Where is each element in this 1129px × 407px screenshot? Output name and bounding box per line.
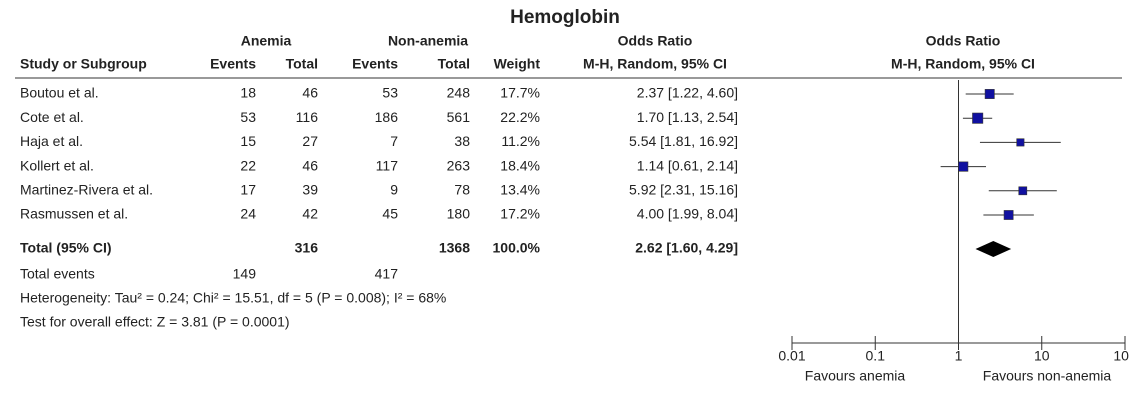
chart-title: Hemoglobin xyxy=(510,7,620,28)
study-name: Cote et al. xyxy=(20,109,84,125)
or-marker xyxy=(1016,138,1025,147)
study-name: Haja et al. xyxy=(20,133,83,149)
x-tick-label: 10 xyxy=(1034,348,1050,364)
x-tick-label: 1 xyxy=(955,348,963,364)
cell: 18 xyxy=(240,85,256,101)
cell: 24 xyxy=(240,206,256,222)
cell: 17 xyxy=(240,182,256,198)
axis-label: Favours non-anemia xyxy=(983,368,1112,384)
cell: 22.2% xyxy=(500,109,540,125)
cell: 5.92 [2.31, 15.16] xyxy=(629,182,738,198)
cell: 186 xyxy=(375,109,399,125)
cell: 1.70 [1.13, 2.54] xyxy=(637,109,738,125)
overall-effect: Test for overall effect: Z = 3.81 (P = 0… xyxy=(20,314,290,330)
column-header: Total xyxy=(286,56,318,72)
cell: 38 xyxy=(454,133,470,149)
cell: 117 xyxy=(376,157,399,173)
total-cell: 2.62 [1.60, 4.29] xyxy=(635,240,738,256)
cell: 46 xyxy=(302,85,318,101)
cell: 46 xyxy=(302,157,318,173)
cell: 4.00 [1.99, 8.04] xyxy=(637,206,738,222)
cell: 2.37 [1.22, 4.60] xyxy=(637,85,738,101)
heterogeneity: Heterogeneity: Tau² = 0.24; Chi² = 15.51… xyxy=(20,290,446,306)
study-name: Martinez-Rivera et al. xyxy=(20,182,153,198)
cell: 11.2% xyxy=(501,133,540,149)
total-diamond xyxy=(975,241,1012,257)
total-name: Total (95% CI) xyxy=(20,240,112,256)
cell: 39 xyxy=(302,182,318,198)
cell: 15 xyxy=(240,133,256,149)
group-header: Odds Ratio xyxy=(618,33,693,49)
column-header: Events xyxy=(210,56,256,72)
column-header: Events xyxy=(352,56,398,72)
total-events-label: Total events xyxy=(20,266,95,282)
group-header: Anemia xyxy=(241,33,292,49)
total-cell: 316 xyxy=(295,240,319,256)
cell: 263 xyxy=(447,157,471,173)
cell: 53 xyxy=(240,109,256,125)
cell: 5.54 [1.81, 16.92] xyxy=(629,133,738,149)
cell: 1.14 [0.61, 2.14] xyxy=(637,157,738,173)
cell: 27 xyxy=(302,133,318,149)
cell: 13.4% xyxy=(500,182,540,198)
cell: 180 xyxy=(447,206,471,222)
x-tick-label: 0.1 xyxy=(866,348,886,364)
group-header: Non-anemia xyxy=(388,33,468,49)
study-name: Rasmussen et al. xyxy=(20,206,128,222)
study-name: Boutou et al. xyxy=(20,85,99,101)
column-header: Total xyxy=(438,56,470,72)
cell: 561 xyxy=(447,109,471,125)
or-marker xyxy=(1018,186,1028,196)
cell: 78 xyxy=(454,182,470,198)
x-tick-label: 100 xyxy=(1113,348,1129,364)
cell: 53 xyxy=(382,85,398,101)
column-header: Weight xyxy=(494,56,541,72)
cell: 42 xyxy=(302,206,318,222)
cell: 248 xyxy=(447,85,471,101)
cell: 17.2% xyxy=(500,206,540,222)
study-name: Kollert et al. xyxy=(20,157,94,173)
column-header: M-H, Random, 95% CI xyxy=(583,56,727,72)
total-events: 417 xyxy=(375,266,399,282)
or-marker xyxy=(984,89,995,99)
or-marker xyxy=(958,161,969,172)
cell: 18.4% xyxy=(500,157,540,173)
or-marker xyxy=(1003,210,1014,220)
group-header: Odds Ratio xyxy=(926,33,1001,49)
cell: 9 xyxy=(390,182,398,198)
column-header: Study or Subgroup xyxy=(20,56,147,72)
column-header: M-H, Random, 95% CI xyxy=(891,56,1035,72)
cell: 17.7% xyxy=(500,85,540,101)
or-marker xyxy=(972,112,984,124)
axis-label: Favours anemia xyxy=(805,368,906,384)
cell: 22 xyxy=(240,157,256,173)
total-cell: 1368 xyxy=(439,240,470,256)
total-events: 149 xyxy=(233,266,257,282)
x-tick-label: 0.01 xyxy=(778,348,805,364)
cell: 45 xyxy=(382,206,398,222)
cell: 7 xyxy=(390,133,398,149)
cell: 116 xyxy=(296,109,319,125)
total-cell: 100.0% xyxy=(493,240,541,256)
